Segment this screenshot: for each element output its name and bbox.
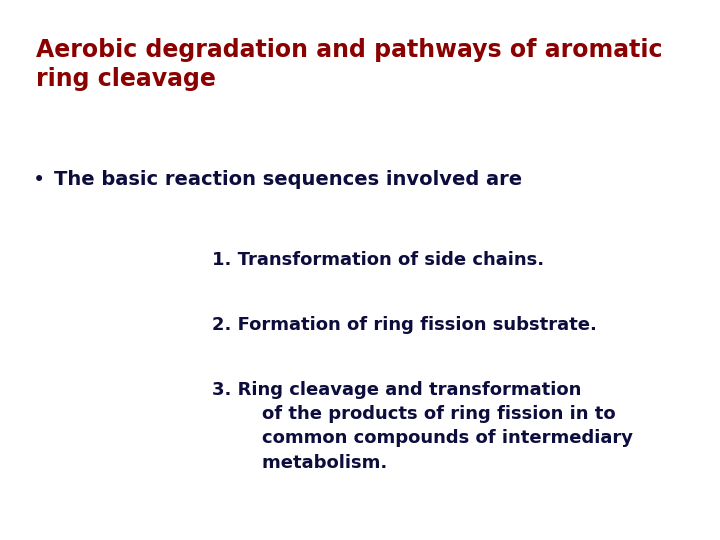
Text: 3. Ring cleavage and transformation
        of the products of ring fission in t: 3. Ring cleavage and transformation of t… [212,381,634,471]
Text: The basic reaction sequences involved are: The basic reaction sequences involved ar… [54,170,522,189]
Text: •: • [32,170,45,190]
Text: 1. Transformation of side chains.: 1. Transformation of side chains. [212,251,544,269]
Text: 2. Formation of ring fission substrate.: 2. Formation of ring fission substrate. [212,316,598,334]
Text: Aerobic degradation and pathways of aromatic
ring cleavage: Aerobic degradation and pathways of arom… [36,38,662,91]
